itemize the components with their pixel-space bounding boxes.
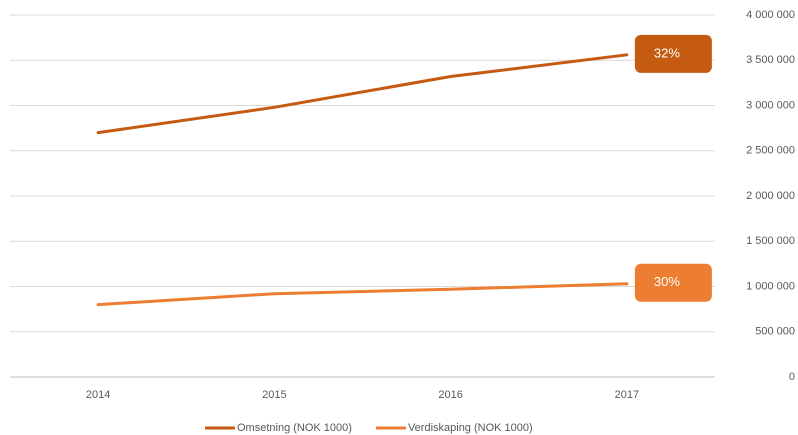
x-tick-label: 2016 [438, 389, 462, 401]
y-tick-label: 2 000 000 [746, 190, 795, 202]
y-tick-label: 1 500 000 [746, 235, 795, 247]
legend-label: Verdiskaping (NOK 1000) [408, 422, 533, 434]
y-tick-label: 0 [789, 371, 795, 383]
y-tick-label: 500 000 [755, 326, 795, 338]
series-line [96, 53, 629, 135]
y-tick-label: 4 000 000 [746, 9, 795, 21]
series-line [96, 282, 629, 307]
y-tick-label: 3 500 000 [746, 54, 795, 66]
y-tick-label: 2 500 000 [746, 145, 795, 157]
x-tick-label: 2015 [262, 389, 286, 401]
end-label-box [634, 263, 712, 302]
end-label: 32% [654, 45, 680, 60]
end-label: 30% [654, 274, 680, 289]
legend-label: Omsetning (NOK 1000) [237, 422, 352, 434]
x-tick-label: 2014 [86, 389, 110, 401]
x-tick-label: 2017 [615, 389, 639, 401]
end-label-box [634, 34, 712, 73]
y-tick-label: 1 000 000 [746, 280, 795, 292]
y-tick-label: 3 000 000 [746, 99, 795, 111]
